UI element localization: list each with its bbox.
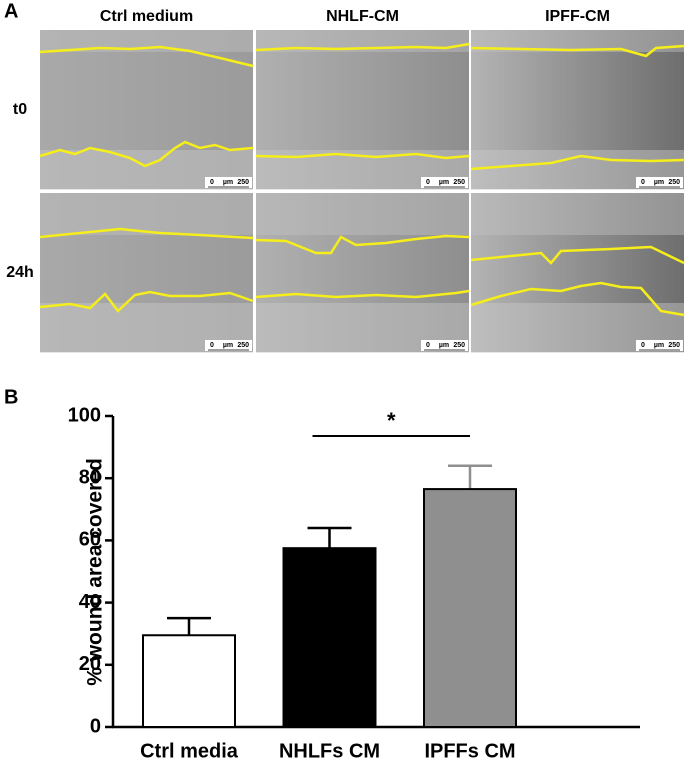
scale-bar-box xyxy=(421,177,468,188)
scale-bar-label: 0 xyxy=(426,342,430,349)
y-tick-label: 0 xyxy=(90,715,101,737)
micrograph: 0 µm 250 xyxy=(255,30,470,190)
wound-edge xyxy=(39,227,254,240)
scale-bar-box xyxy=(636,177,683,188)
wound-edge xyxy=(470,154,685,171)
cell-layer xyxy=(471,30,684,52)
scale-bar-label: 0 xyxy=(210,179,214,186)
wound-edge xyxy=(255,289,470,299)
column-header: IPFF-CM xyxy=(545,8,610,25)
scale-bar-label: 250 xyxy=(237,342,249,349)
micrograph: 0 µm 250 xyxy=(470,30,685,190)
micrograph: 0 µm 250 xyxy=(39,30,254,190)
scale-bar-label: µm xyxy=(439,342,449,349)
row-label: t0 xyxy=(13,101,27,118)
scale-bar-label: 250 xyxy=(668,342,680,349)
wound-edge xyxy=(255,42,470,52)
scale-bar-label: 0 xyxy=(426,179,430,186)
scale-bar-box xyxy=(205,340,252,351)
scale-bar-label: µm xyxy=(654,342,664,349)
wound-edge xyxy=(255,234,470,255)
y-tick-label: 80 xyxy=(79,466,101,488)
x-tick-label: NHLFs CM xyxy=(279,740,380,762)
scale-bar-label: µm xyxy=(223,179,233,186)
scale-bar-box xyxy=(421,340,468,351)
bar xyxy=(423,488,517,728)
bar xyxy=(142,634,236,729)
micrograph-image xyxy=(256,193,469,352)
scale-bar-label: 250 xyxy=(668,179,680,186)
wound-edge xyxy=(39,45,254,68)
cell-layer xyxy=(40,30,253,52)
y-tick-label: 60 xyxy=(79,529,101,551)
wound-edge xyxy=(255,152,470,160)
scale-bar-label: 250 xyxy=(453,179,465,186)
column-header: NHLF-CM xyxy=(326,8,399,25)
scale-bar-label: µm xyxy=(223,342,233,349)
micrograph-image xyxy=(40,193,253,352)
column-header: Ctrl medium xyxy=(100,8,193,25)
wound-edge xyxy=(39,290,254,313)
panel-label: A xyxy=(4,0,18,22)
wound-edge xyxy=(470,44,685,58)
cell-layer xyxy=(40,193,253,235)
wound-edge xyxy=(39,140,254,168)
y-tick-label: 40 xyxy=(79,591,101,613)
micrograph: 0 µm 250 xyxy=(470,193,685,353)
scale-bar-label: 250 xyxy=(453,342,465,349)
cell-layer xyxy=(256,193,469,235)
cell-layer xyxy=(471,193,684,235)
panel-label: B xyxy=(4,386,18,408)
wound-edge xyxy=(470,245,685,265)
y-axis-label: % wound area covered xyxy=(84,458,107,686)
scale-bar-label: 250 xyxy=(237,179,249,186)
row-label: 24h xyxy=(6,264,34,281)
bar xyxy=(282,547,377,728)
micrograph-image xyxy=(256,30,469,189)
significance-label: * xyxy=(387,408,396,433)
y-tick-label: 20 xyxy=(79,653,101,675)
scale-bar-label: µm xyxy=(439,179,449,186)
micrograph-image xyxy=(471,193,684,352)
micrograph-image xyxy=(471,30,684,189)
x-tick-label: IPFFs CM xyxy=(424,740,515,762)
micrograph: 0 µm 250 xyxy=(39,193,254,353)
scale-bar-box xyxy=(205,177,252,188)
micrograph: 0 µm 250 xyxy=(255,193,470,353)
scale-bar-label: 0 xyxy=(641,179,645,186)
wound-edge xyxy=(470,281,685,317)
scale-bar-label: 0 xyxy=(210,342,214,349)
scale-bar-label: µm xyxy=(654,179,664,186)
scale-bar-label: 0 xyxy=(641,342,645,349)
x-tick-label: Ctrl media xyxy=(140,740,239,762)
scale-bar-box xyxy=(636,340,683,351)
y-tick-label: 100 xyxy=(68,404,101,426)
